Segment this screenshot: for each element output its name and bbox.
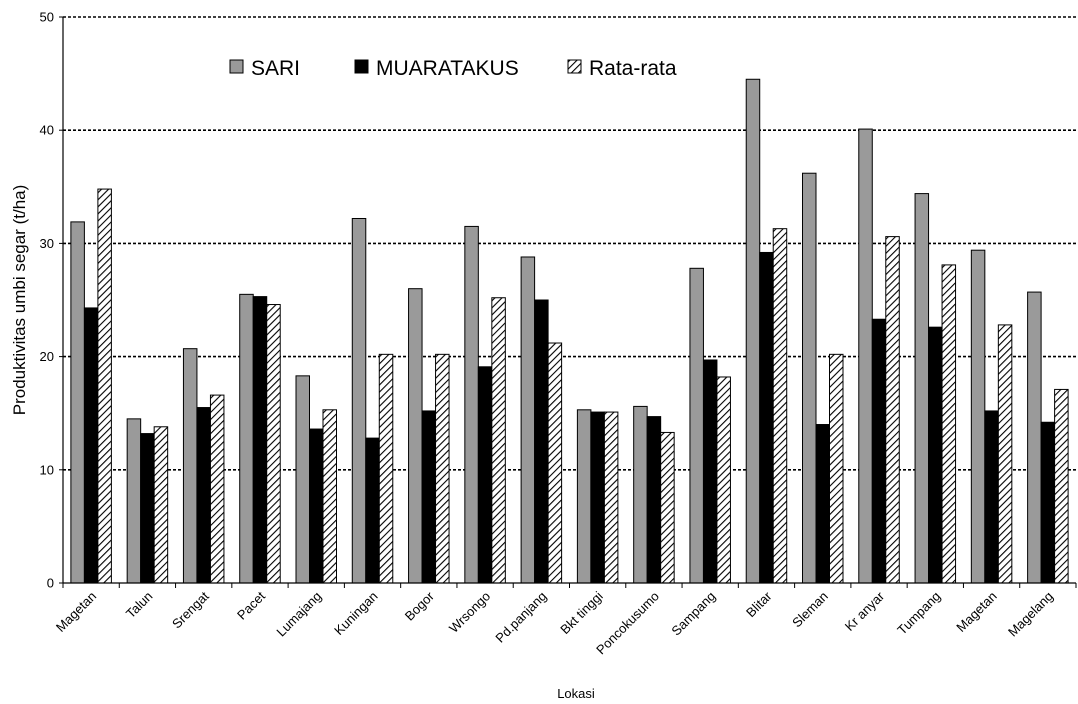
legend: SARI MUARATAKUS Rata-rata	[229, 57, 677, 80]
bar-rata-rata	[997, 324, 1013, 584]
bar-sari	[295, 375, 310, 584]
bar-muaratakus	[477, 366, 493, 584]
legend-label-muaratakus: MUARATAKUS	[376, 57, 519, 80]
legend-swatch-rata-rata	[567, 59, 582, 74]
bar-rata-rata	[97, 188, 112, 584]
x-tick-label: Bogor	[402, 588, 438, 624]
x-tick-label: Sampang	[668, 589, 718, 639]
bars	[70, 78, 1069, 584]
bar-muaratakus	[309, 428, 324, 584]
bar-sari	[689, 267, 704, 584]
bar-sari	[633, 405, 648, 584]
x-axis-title: Lokasi	[557, 686, 595, 701]
bar-sari	[745, 78, 761, 584]
bar-rata-rata	[1054, 388, 1069, 584]
y-tick-label: 50	[40, 10, 54, 25]
bar-muaratakus	[815, 424, 830, 584]
bar-muaratakus	[365, 437, 380, 584]
bar-sari	[1027, 291, 1042, 584]
legend-swatch-muaratakus	[354, 59, 369, 74]
bar-sari	[239, 293, 254, 584]
bar-sari	[970, 249, 986, 584]
bar-rata-rata	[491, 297, 506, 584]
bar-muaratakus	[646, 416, 662, 584]
bar-sari	[576, 409, 592, 584]
bar-sari	[351, 217, 367, 584]
x-tick-label: Talun	[123, 589, 156, 622]
bar-muaratakus	[83, 307, 99, 584]
bar-sari	[464, 225, 479, 584]
x-tick-label: Lumajang	[273, 589, 324, 640]
y-tick-label: 20	[40, 349, 54, 364]
bar-muaratakus	[252, 296, 268, 584]
bar-muaratakus	[984, 410, 999, 584]
axes	[59, 16, 1077, 588]
bar-muaratakus	[421, 410, 437, 584]
legend-item-sari: SARI	[229, 57, 300, 80]
bar-muaratakus	[534, 299, 549, 584]
x-tick-label: Srengat	[169, 588, 212, 631]
bar-rata-rata	[772, 228, 788, 584]
y-axis-title: Produktivitas umbi segar (t/ha)	[10, 185, 29, 416]
x-tick-label: Pd.panjang	[492, 589, 549, 646]
x-tick-label: Pacet	[234, 588, 268, 622]
bar-sari	[408, 288, 423, 584]
y-tick-label: 40	[40, 123, 54, 138]
legend-label-rata-rata: Rata-rata	[589, 57, 677, 80]
bar-muaratakus	[759, 251, 774, 584]
bar-muaratakus	[1040, 421, 1056, 584]
bar-rata-rata	[547, 342, 563, 584]
bar-muaratakus	[928, 326, 943, 584]
bar-muaratakus	[590, 411, 605, 584]
y-tick-label: 10	[40, 462, 54, 477]
bar-rata-rata	[603, 411, 619, 584]
legend-swatch-sari	[229, 59, 244, 74]
x-tick-label: Magetan	[53, 589, 99, 635]
bar-muaratakus	[140, 433, 155, 584]
bar-rata-rata	[885, 236, 900, 584]
bar-sari	[520, 256, 536, 584]
bar-rata-rata	[941, 264, 957, 584]
x-tick-label: Kuningan	[331, 589, 380, 638]
gridlines	[63, 16, 1076, 471]
bar-sari	[914, 193, 930, 584]
x-tick-label: Blitar	[743, 588, 775, 620]
y-tick-label: 0	[47, 576, 54, 591]
bar-muaratakus	[702, 359, 718, 584]
bar-sari	[70, 221, 85, 584]
bar-sari	[126, 418, 142, 584]
y-tick-label: 30	[40, 236, 54, 251]
legend-item-muaratakus: MUARATAKUS	[354, 57, 519, 80]
x-tick-label: Wrsongo	[446, 589, 493, 636]
bar-rata-rata	[378, 353, 394, 584]
bar-rata-rata	[829, 353, 844, 584]
legend-item-rata-rata: Rata-rata	[567, 57, 677, 80]
bar-rata-rata	[266, 304, 281, 584]
bar-rata-rata	[153, 426, 169, 584]
x-tick-label: Tumpang	[894, 589, 943, 638]
x-tick-label: Sleman	[789, 589, 831, 631]
bar-muaratakus	[196, 407, 211, 584]
x-tick-label: Kr anyar	[842, 588, 888, 634]
bar-muaratakus	[871, 318, 887, 584]
bar-rata-rata	[435, 353, 450, 584]
bar-sari	[802, 172, 817, 584]
x-tick-label: Magetan	[953, 589, 999, 635]
bar-rata-rata	[716, 376, 731, 584]
bar-rata-rata	[660, 431, 675, 584]
bar-sari	[858, 128, 873, 584]
legend-label-sari: SARI	[251, 57, 300, 80]
bar-sari	[182, 348, 198, 584]
bar-rata-rata	[209, 394, 225, 584]
x-tick-label: Bkt tinggi	[557, 588, 605, 636]
bar-rata-rata	[322, 409, 337, 584]
x-tick-label: Magelang	[1005, 589, 1056, 640]
